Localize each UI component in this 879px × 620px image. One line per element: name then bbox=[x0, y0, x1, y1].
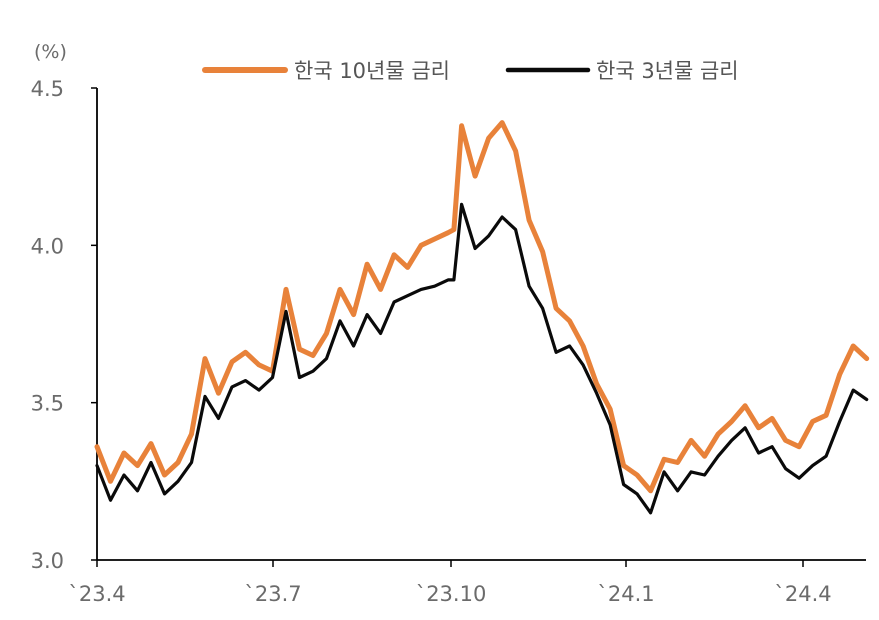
x-tick-label: `23.10 bbox=[416, 582, 487, 606]
series-line-10y bbox=[94, 120, 870, 494]
x-tick-label: `24.4 bbox=[774, 582, 831, 606]
y-tick-label: 3.0 bbox=[31, 549, 64, 573]
x-tick-label: `24.1 bbox=[597, 582, 654, 606]
y-tick-label: 4.5 bbox=[31, 77, 64, 101]
y-ticks: 3.0 3.5 4.0 4.5 bbox=[31, 77, 97, 573]
y-tick-label: 4.0 bbox=[31, 234, 64, 258]
legend-label-10y: 한국 10년물 금리 bbox=[294, 59, 450, 83]
x-tick-label: `23.4 bbox=[68, 582, 125, 606]
x-tick-label: `23.7 bbox=[244, 582, 301, 606]
series-layer bbox=[94, 120, 870, 515]
series-line-3y bbox=[95, 202, 869, 515]
y-unit-label: (%) bbox=[34, 41, 67, 63]
x-ticks: `23.4 `23.7 `23.10 `24.1 `24.4 bbox=[68, 560, 832, 606]
legend: 한국 10년물 금리 한국 3년물 금리 bbox=[202, 59, 739, 83]
axes bbox=[96, 88, 866, 561]
legend-label-3y: 한국 3년물 금리 bbox=[596, 59, 739, 83]
y-tick-label: 3.5 bbox=[31, 392, 64, 416]
